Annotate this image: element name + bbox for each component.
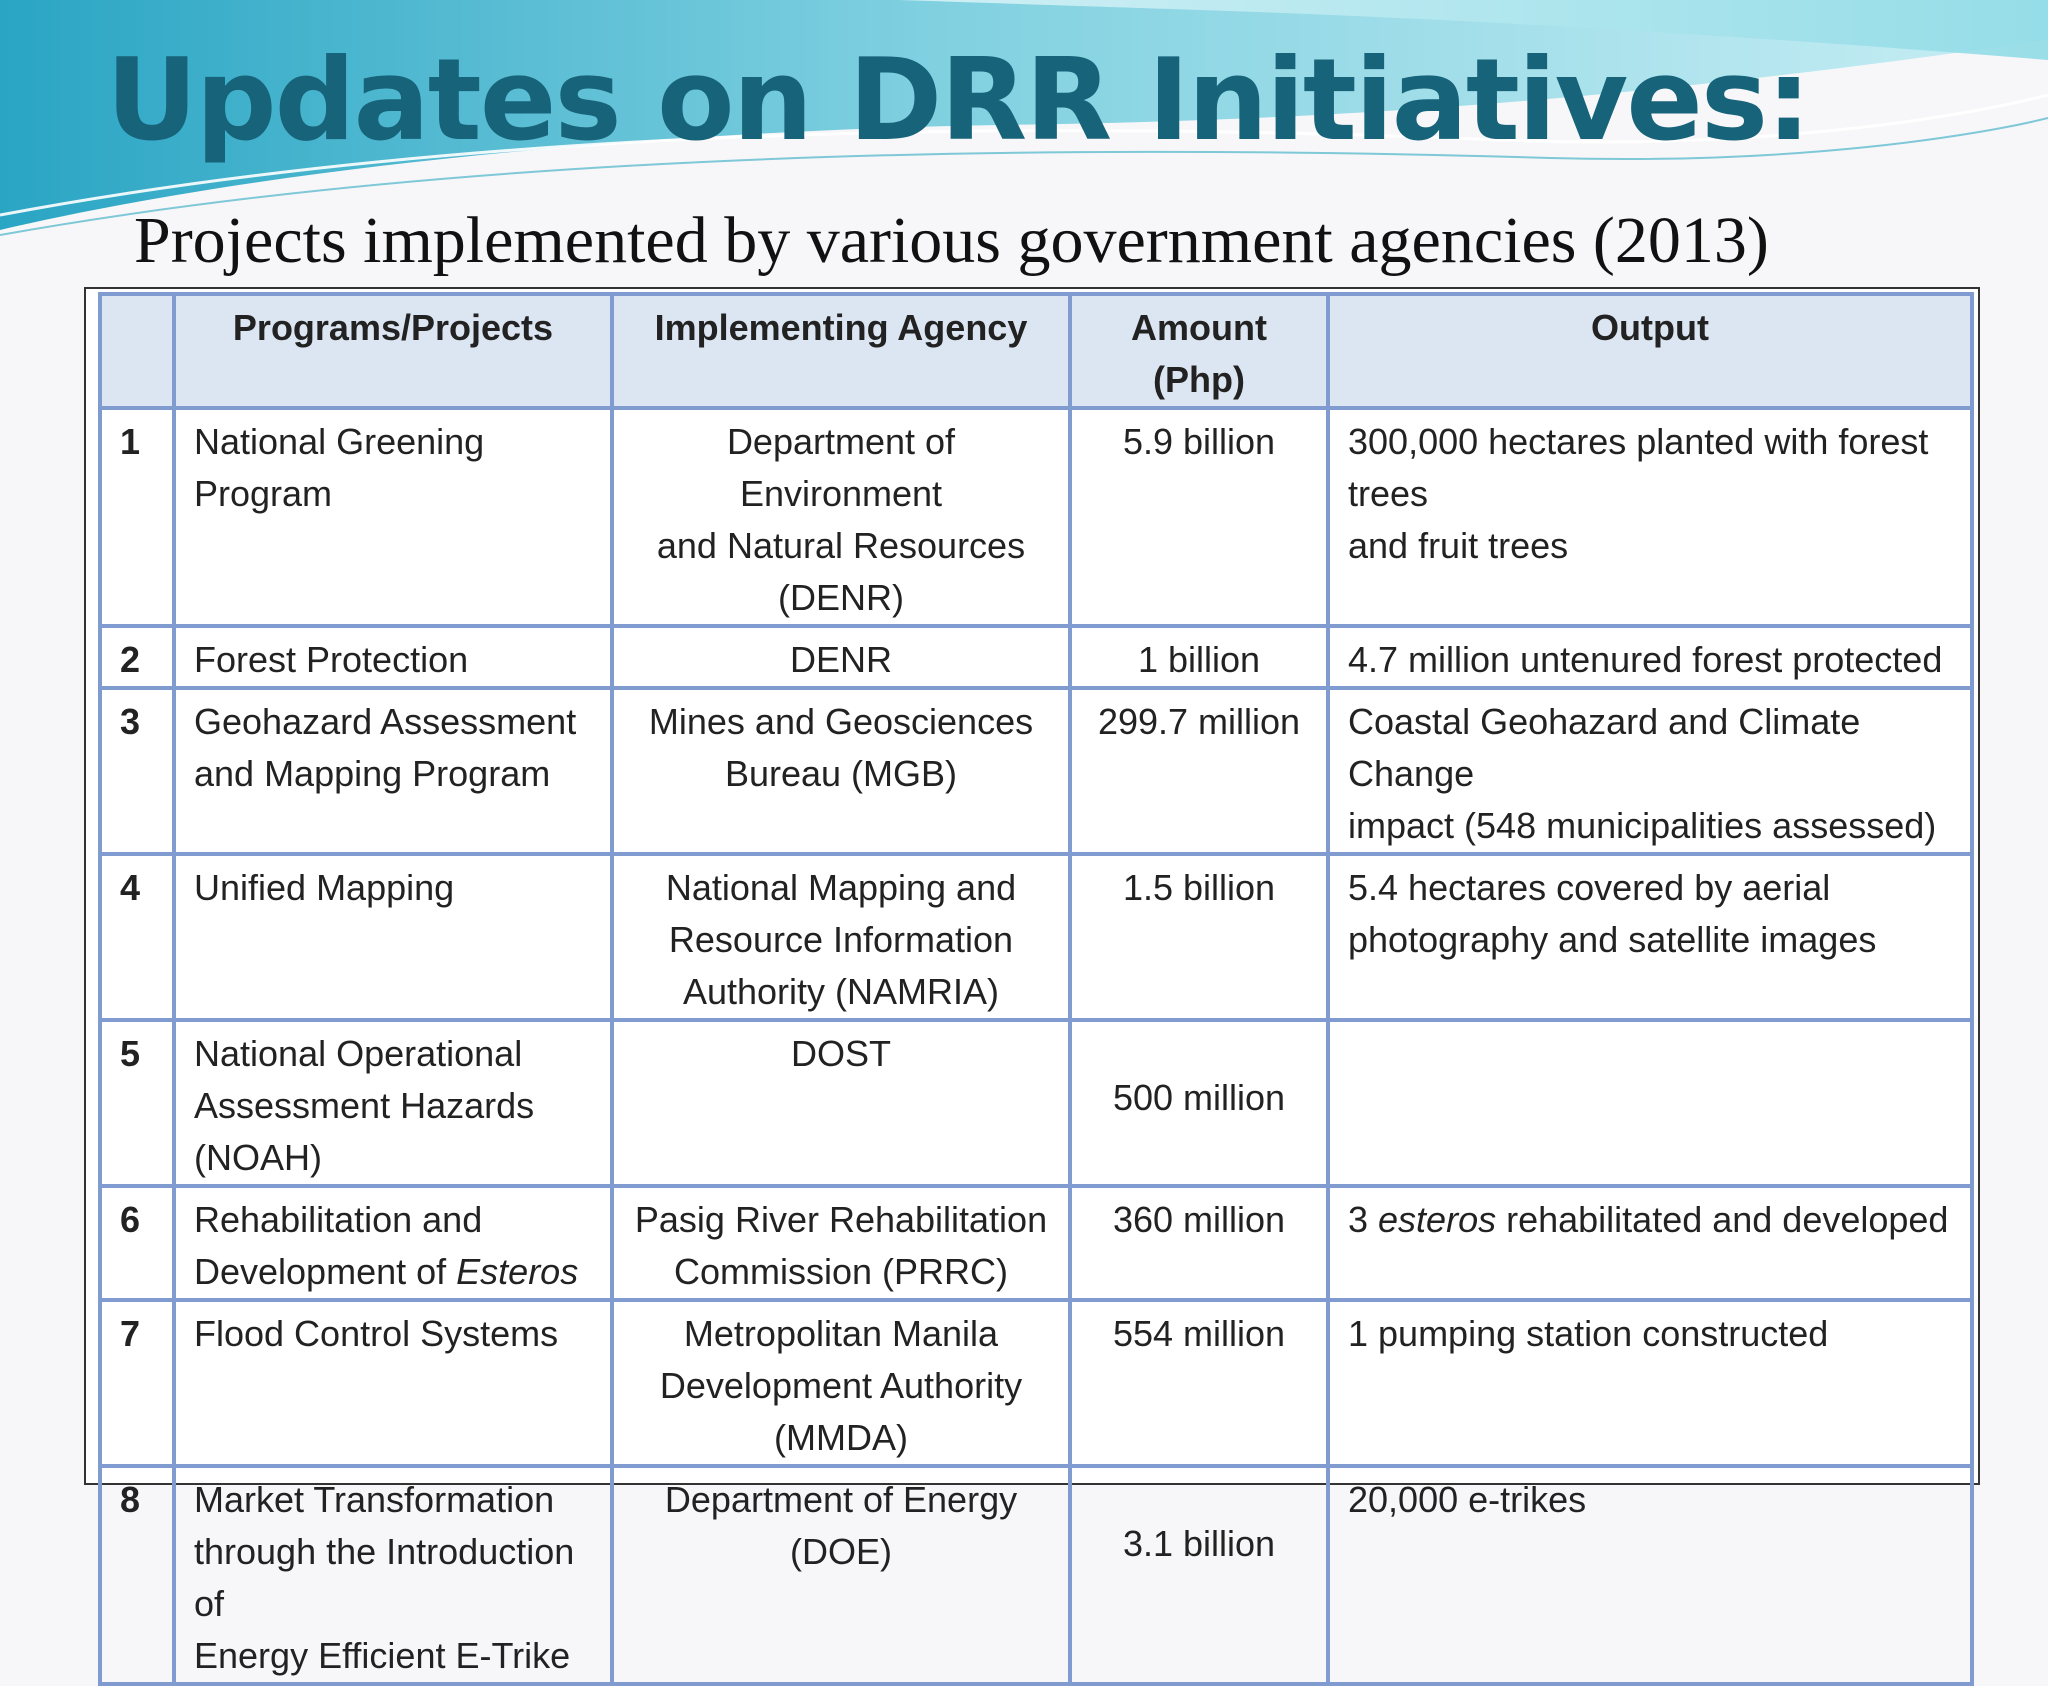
row-amount: 554 million xyxy=(1068,1298,1330,1468)
row-output: Coastal Geohazard and Climate Change imp… xyxy=(1326,686,1974,856)
row-program: Forest Protection xyxy=(172,624,614,690)
row-output-prefix: 3 xyxy=(1348,1199,1379,1240)
projects-table: Programs/Projects Implementing Agency Am… xyxy=(98,292,1974,1686)
row-program-line: through the Introduction of xyxy=(194,1531,575,1624)
header-program: Programs/Projects xyxy=(172,292,614,410)
row-program-line: (NOAH) xyxy=(194,1137,322,1178)
header-num xyxy=(98,292,176,410)
row-program: National Greening Program xyxy=(172,406,614,628)
table-row: 7 Flood Control Systems Metropolitan Man… xyxy=(98,1298,1974,1468)
table-row: 1 National Greening Program Department o… xyxy=(98,406,1974,628)
row-number: 8 xyxy=(98,1464,176,1686)
row-agency: Department of Energy (DOE) xyxy=(610,1464,1072,1686)
row-output-suffix: rehabilitated and developed xyxy=(1496,1199,1949,1240)
row-amount: 1.5 billion xyxy=(1068,852,1330,1022)
row-program-line: Geohazard Assessment xyxy=(194,701,577,742)
row-output-line: 300,000 hectares planted with forest tre… xyxy=(1348,421,1929,514)
table-row: 5 National Operational Assessment Hazard… xyxy=(98,1018,1974,1188)
row-agency: DENR xyxy=(610,624,1072,690)
row-program: Market Transformation through the Introd… xyxy=(172,1464,614,1686)
row-amount: 3.1 billion xyxy=(1068,1464,1330,1686)
row-agency-line: Bureau (MGB) xyxy=(724,753,958,794)
row-program: Flood Control Systems xyxy=(172,1298,614,1468)
row-output-line: impact (548 municipalities assessed) xyxy=(1348,805,1937,846)
row-amount: 500 million xyxy=(1068,1018,1330,1188)
row-output: 1 pumping station constructed xyxy=(1326,1298,1974,1468)
header-output: Output xyxy=(1326,292,1974,410)
row-amount-value: 500 million xyxy=(1112,1077,1286,1118)
row-agency: Department of Environment and Natural Re… xyxy=(610,406,1072,628)
row-number: 4 xyxy=(98,852,176,1022)
row-program: Geohazard Assessment and Mapping Program xyxy=(172,686,614,856)
row-number: 2 xyxy=(98,624,176,690)
row-program-line: and Mapping Program xyxy=(194,753,551,794)
row-number: 5 xyxy=(98,1018,176,1188)
row-output-line: 5.4 hectares covered by aerial xyxy=(1348,867,1831,908)
header-amount-line2: (Php) xyxy=(1153,359,1245,400)
row-program: National Operational Assessment Hazards … xyxy=(172,1018,614,1188)
row-output-line: and fruit trees xyxy=(1348,525,1569,566)
table-header-row: Programs/Projects Implementing Agency Am… xyxy=(98,292,1974,410)
row-agency: Mines and Geosciences Bureau (MGB) xyxy=(610,686,1072,856)
row-program: Unified Mapping xyxy=(172,852,614,1022)
row-output-line: photography and satellite images xyxy=(1348,919,1877,960)
row-amount: 360 million xyxy=(1068,1184,1330,1302)
row-agency-line: Resource Information xyxy=(668,919,1014,960)
row-program-italic: Esteros xyxy=(456,1251,579,1292)
row-agency-line: Authority (NAMRIA) xyxy=(682,971,1000,1012)
row-agency-line: Pasig River Rehabilitation xyxy=(634,1199,1048,1240)
table-row: 2 Forest Protection DENR 1 billion 4.7 m… xyxy=(98,624,1974,690)
row-output: 5.4 hectares covered by aerial photograp… xyxy=(1326,852,1974,1022)
row-program-line: Market Transformation xyxy=(194,1479,555,1520)
table-row: 6 Rehabilitation and Development of Este… xyxy=(98,1184,1974,1302)
row-agency-line: and Natural Resources xyxy=(656,525,1026,566)
row-output-italic: esteros xyxy=(1378,1199,1497,1240)
row-amount-value: 3.1 billion xyxy=(1122,1523,1276,1564)
row-program: Rehabilitation and Development of Estero… xyxy=(172,1184,614,1302)
row-agency: Pasig River Rehabilitation Commission (P… xyxy=(610,1184,1072,1302)
header-agency: Implementing Agency xyxy=(610,292,1072,410)
row-output: 300,000 hectares planted with forest tre… xyxy=(1326,406,1974,628)
row-output: 4.7 million untenured forest protected xyxy=(1326,624,1974,690)
row-amount: 1 billion xyxy=(1068,624,1330,690)
row-agency-line: Commission (PRRC) xyxy=(673,1251,1009,1292)
row-number: 7 xyxy=(98,1298,176,1468)
row-program-line: Assessment Hazards xyxy=(194,1085,535,1126)
row-agency-line: Department of Environment xyxy=(726,421,956,514)
row-output: 20,000 e-trikes xyxy=(1326,1464,1974,1686)
row-agency-line: (MMDA) xyxy=(774,1417,908,1458)
row-amount: 5.9 billion xyxy=(1068,406,1330,628)
row-number: 3 xyxy=(98,686,176,856)
row-number: 6 xyxy=(98,1184,176,1302)
table-row: 8 Market Transformation through the Intr… xyxy=(98,1464,1974,1686)
row-program-line: Energy Efficient E-Trike xyxy=(194,1635,571,1676)
row-output xyxy=(1326,1018,1974,1188)
row-program-line: Development of xyxy=(194,1251,457,1292)
header-amount-line1: Amount xyxy=(1131,307,1267,348)
row-agency: DOST xyxy=(610,1018,1072,1188)
header-amount: Amount (Php) xyxy=(1068,292,1330,410)
row-agency: National Mapping and Resource Informatio… xyxy=(610,852,1072,1022)
row-agency-line: Metropolitan Manila xyxy=(683,1313,999,1354)
table-row: 3 Geohazard Assessment and Mapping Progr… xyxy=(98,686,1974,856)
table-row: 4 Unified Mapping National Mapping and R… xyxy=(98,852,1974,1022)
row-agency-line: Development Authority xyxy=(659,1365,1023,1406)
row-program-line: Rehabilitation and xyxy=(194,1199,483,1240)
slide-title: Updates on DRR Initiatives: xyxy=(106,34,1811,166)
row-agency: Metropolitan Manila Development Authorit… xyxy=(610,1298,1072,1468)
row-output-line: Coastal Geohazard and Climate Change xyxy=(1348,701,1861,794)
row-amount: 299.7 million xyxy=(1068,686,1330,856)
row-output: 3 esteros rehabilitated and developed xyxy=(1326,1184,1974,1302)
row-number: 1 xyxy=(98,406,176,628)
slide-subtitle: Projects implemented by various governme… xyxy=(134,204,1769,277)
row-agency-line: National Mapping and xyxy=(665,867,1017,908)
row-agency-line: Mines and Geosciences xyxy=(648,701,1034,742)
row-agency-line: (DENR) xyxy=(778,577,904,618)
row-program-line: National Operational xyxy=(194,1033,523,1074)
